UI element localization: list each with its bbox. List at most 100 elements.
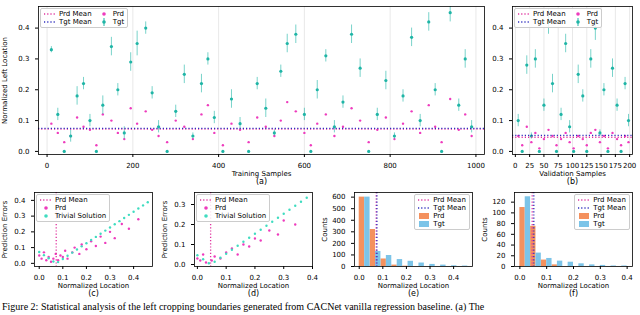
svg-text:Normalized Location: Normalized Location [217, 281, 290, 290]
svg-text:0: 0 [341, 263, 345, 271]
svg-text:(d): (d) [248, 289, 259, 298]
svg-text:80: 80 [497, 220, 506, 228]
html-text:Trivial Solution: Trivial Solution [215, 212, 267, 220]
svg-text:1000: 1000 [467, 162, 485, 170]
svg-text:400: 400 [212, 162, 225, 170]
svg-text:600: 600 [332, 193, 345, 201]
svg-text:0.4: 0.4 [307, 274, 319, 282]
svg-text:0: 0 [513, 162, 517, 170]
html-text:Prd Mean: Prd Mean [59, 10, 92, 18]
svg-text:0.1: 0.1 [14, 244, 25, 252]
svg-text:0.1: 0.1 [57, 274, 69, 283]
svg-text:0.3: 0.3 [492, 55, 503, 63]
svg-text:0.3: 0.3 [174, 201, 185, 209]
svg-text:0.2: 0.2 [492, 86, 503, 94]
svg-text:0.2: 0.2 [400, 274, 412, 283]
svg-text:0.2: 0.2 [249, 274, 261, 283]
html-text:Figure 2: Statistical analysis: Figure 2: Statistical analysis of the le… [2, 301, 485, 312]
html-text:Tgt: Tgt [586, 18, 599, 26]
svg-text:0.4: 0.4 [14, 197, 26, 205]
svg-text:Counts: Counts [321, 217, 329, 242]
svg-text:Prediction Errors: Prediction Errors [161, 200, 169, 258]
svg-text:0.0: 0.0 [14, 260, 25, 268]
svg-text:400: 400 [332, 216, 345, 224]
svg-text:20: 20 [497, 252, 506, 260]
svg-text:0.1: 0.1 [492, 117, 503, 125]
html-text:Prd: Prd [586, 10, 599, 18]
svg-text:(b): (b) [567, 177, 578, 186]
svg-text:0.2: 0.2 [567, 274, 580, 283]
html-text:75 100 125 150: 75 100 125 150 [553, 162, 608, 171]
svg-text:200: 200 [623, 162, 636, 170]
svg-text:175: 175 [609, 162, 622, 170]
svg-text:0.3: 0.3 [104, 274, 116, 283]
svg-text:0.0: 0.0 [492, 148, 503, 156]
svg-text:0.3: 0.3 [14, 212, 25, 220]
svg-text:200: 200 [332, 240, 345, 248]
svg-text:Prediction Errors: Prediction Errors [1, 200, 9, 258]
svg-text:0.0: 0.0 [34, 274, 45, 282]
svg-text:0.4: 0.4 [18, 24, 30, 32]
svg-text:0.4: 0.4 [128, 274, 140, 282]
svg-text:0.0: 0.0 [354, 274, 365, 282]
svg-text:600: 600 [298, 162, 311, 170]
svg-text:Normalized Left Location: Normalized Left Location [1, 37, 9, 124]
svg-text:Normalized Location: Normalized Location [377, 281, 450, 290]
svg-text:120: 120 [492, 198, 505, 206]
html-text:Tgt Mean: Tgt Mean [533, 18, 566, 26]
html-text:Prd: Prd [433, 212, 445, 220]
svg-text:0.1: 0.1 [174, 241, 185, 249]
html-text:Tgt Mean: Tgt Mean [59, 18, 92, 26]
svg-text:0.3: 0.3 [278, 274, 290, 283]
svg-text:0.0: 0.0 [174, 261, 185, 269]
html-text:Tgt Mean: Tgt Mean [433, 204, 466, 212]
svg-text:60: 60 [497, 231, 506, 239]
svg-text:(e): (e) [408, 289, 419, 298]
svg-text:0: 0 [501, 263, 505, 271]
svg-text:300: 300 [332, 228, 345, 236]
svg-text:(c): (c) [88, 289, 99, 298]
svg-text:100: 100 [492, 209, 505, 217]
svg-text:0.4: 0.4 [492, 24, 504, 32]
svg-text:0.4: 0.4 [622, 274, 634, 282]
svg-text:Validation Samples: Validation Samples [539, 169, 606, 178]
svg-text:800: 800 [383, 162, 396, 170]
svg-text:0.2: 0.2 [14, 228, 25, 236]
svg-text:Training Samples: Training Samples [231, 169, 292, 178]
html-text:Prd Mean: Prd Mean [55, 196, 88, 204]
svg-text:0.3: 0.3 [424, 274, 436, 283]
svg-text:40: 40 [497, 241, 506, 249]
svg-text:50: 50 [539, 162, 549, 171]
svg-text:0.1: 0.1 [541, 274, 553, 283]
html-text:Trivial Solution: Trivial Solution [55, 212, 107, 220]
svg-text:0.2: 0.2 [80, 274, 92, 283]
svg-text:0.0: 0.0 [514, 274, 525, 282]
html-text:Prd Mean: Prd Mean [433, 196, 466, 204]
svg-text:0: 0 [45, 162, 49, 170]
svg-text:0.3: 0.3 [18, 55, 29, 63]
svg-text:100: 100 [332, 251, 345, 259]
svg-text:0.2: 0.2 [174, 221, 185, 229]
svg-text:Normalized Location: Normalized Location [537, 281, 610, 290]
svg-text:0.0: 0.0 [192, 274, 203, 282]
svg-text:(f): (f) [569, 289, 578, 298]
svg-text:0.4: 0.4 [448, 274, 460, 282]
svg-text:25: 25 [525, 162, 534, 170]
svg-text:0.2: 0.2 [18, 86, 29, 94]
html-text:Prd Mean: Prd Mean [215, 196, 248, 204]
html-text:Prd: Prd [112, 10, 125, 18]
svg-text:0.3: 0.3 [594, 274, 606, 283]
svg-text:0.1: 0.1 [377, 274, 389, 283]
svg-text:(a): (a) [256, 177, 267, 186]
svg-text:Normalized Location: Normalized Location [57, 281, 130, 290]
html-text:Prd: Prd [215, 204, 227, 212]
svg-text:0.0: 0.0 [18, 148, 29, 156]
svg-text:0.1: 0.1 [220, 274, 232, 283]
svg-text:200: 200 [126, 162, 139, 170]
svg-text:0.1: 0.1 [18, 117, 29, 125]
svg-text:500: 500 [332, 205, 345, 213]
html-text:Tgt: Tgt [112, 18, 125, 26]
html-text:Prd Mean: Prd Mean [533, 10, 566, 18]
svg-text:Counts: Counts [481, 217, 489, 242]
html-text:Prd: Prd [55, 204, 67, 212]
